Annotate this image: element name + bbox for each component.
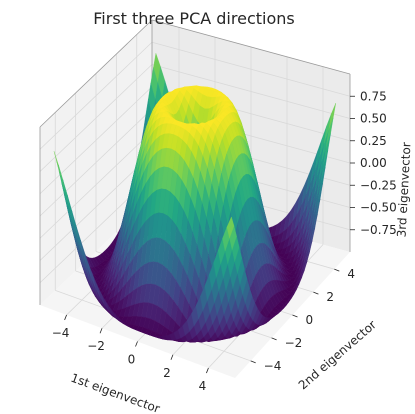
chart-title: First three PCA directions [93, 9, 294, 28]
x-tick-label: 2 [163, 366, 171, 380]
y-tick-mark [313, 291, 319, 295]
y-tick-mark [334, 268, 340, 272]
y-axis-label: 2nd eigenvector [296, 317, 379, 392]
z-tick-label: 0.75 [360, 89, 387, 103]
x-tick-mark [170, 354, 174, 360]
x-tick-label: 4 [199, 379, 207, 393]
x-tick-mark [135, 341, 138, 347]
z-axis-label: 3rd eigenvector [395, 142, 414, 238]
z-tick-label: 0.50 [360, 112, 387, 126]
y-tick-mark [292, 314, 298, 318]
pane-edge [151, 19, 351, 75]
x-tick-mark [206, 367, 209, 374]
y-tick-label: 2 [326, 290, 334, 304]
z-tick-label: 0.25 [360, 134, 387, 148]
y-tick-mark [250, 360, 256, 364]
left-gridline-z [39, 108, 153, 217]
left-gridline-z [39, 86, 153, 195]
z-tick-label: −0.25 [360, 178, 397, 192]
pane-edge [39, 19, 153, 128]
z-tick-label: −0.50 [360, 201, 397, 215]
y-tick-label: −2 [285, 336, 303, 350]
x-tick-label: −4 [52, 326, 70, 340]
left-gridline-z [39, 64, 153, 172]
x-tick-mark [64, 314, 67, 321]
y-tick-label: 0 [306, 313, 314, 327]
surface-plot [53, 53, 336, 343]
left-gridline-z [39, 130, 153, 239]
x-tick-label: 0 [128, 353, 136, 367]
x-tick-mark [99, 328, 103, 334]
y-tick-mark [271, 337, 277, 341]
left-gridline-z [39, 153, 153, 261]
surface-patch [226, 216, 235, 239]
axis-ticks: −4−2024−4−2024−0.75−0.50−0.250.000.250.5… [52, 89, 397, 393]
z-tick-label: 0.00 [360, 156, 387, 170]
x-axis-label: 1st eigenvector [69, 371, 162, 414]
z-tick-label: −0.75 [360, 223, 397, 237]
back-gridline-z [151, 64, 351, 119]
back-gridline-z [151, 41, 351, 97]
y-tick-label: 4 [347, 267, 355, 281]
left-gridline-z [39, 41, 153, 150]
x-tick-label: −2 [87, 339, 105, 353]
y-tick-label: −4 [264, 359, 282, 373]
